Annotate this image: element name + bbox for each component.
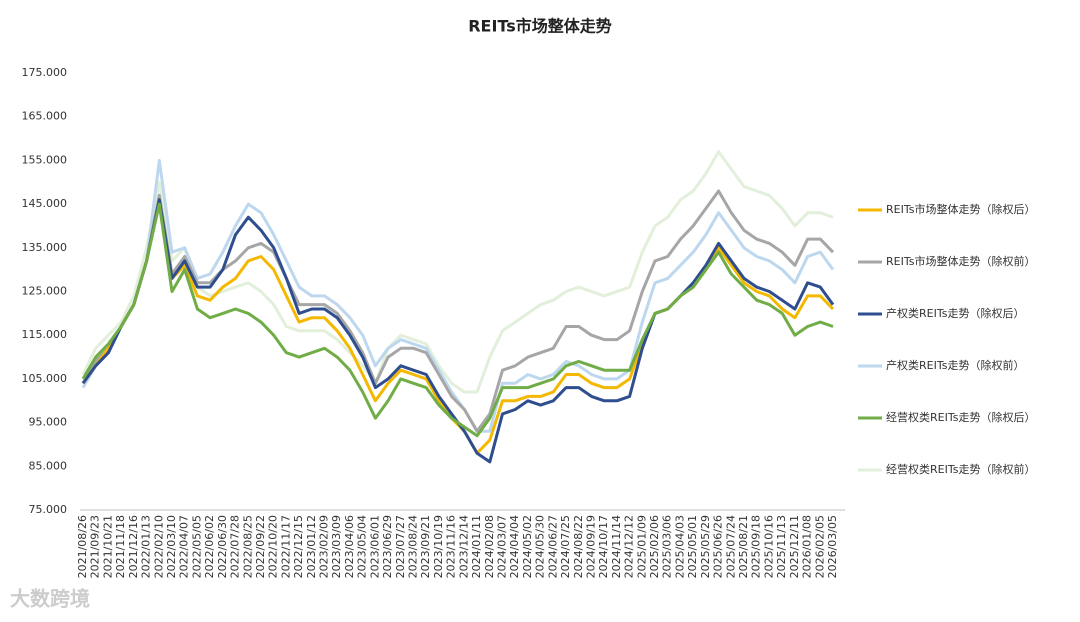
x-tick-label: 2025/10/16 — [762, 515, 775, 578]
x-tick-label: 2022/11/17 — [279, 515, 292, 578]
watermark: 大数跨境 — [10, 587, 90, 611]
x-tick-label: 2021/12/16 — [127, 515, 140, 578]
x-tick-label: 2022/06/02 — [203, 515, 216, 578]
x-tick-label: 2022/02/10 — [152, 515, 165, 578]
x-tick-label: 2025/06/26 — [712, 515, 725, 578]
x-tick-label: 2022/08/25 — [241, 515, 254, 578]
x-tick-label: 2025/03/06 — [661, 515, 674, 578]
y-tick-label: 165.000 — [22, 110, 68, 123]
x-tick-label: 2021/10/21 — [101, 515, 114, 578]
x-tick-label: 2023/06/01 — [368, 515, 381, 578]
x-tick-label: 2024/12/12 — [623, 515, 636, 578]
x-tick-label: 2025/05/01 — [686, 515, 699, 578]
x-tick-label: 2024/02/08 — [483, 515, 496, 578]
x-tick-label: 2025/12/11 — [788, 515, 801, 578]
x-tick-label: 2023/05/04 — [356, 515, 369, 578]
y-tick-label: 145.000 — [22, 197, 68, 210]
x-tick-label: 2023/12/14 — [457, 515, 470, 578]
y-tick-label: 115.000 — [22, 328, 68, 341]
y-tick-label: 95.000 — [29, 416, 68, 429]
x-tick-label: 2023/10/19 — [432, 515, 445, 578]
legend-label: 产权类REITs走势（除权后） — [886, 306, 1024, 320]
legend-label: REITs市场整体走势（除权后） — [886, 202, 1035, 216]
y-tick-label: 155.000 — [22, 153, 68, 166]
x-tick-label: 2022/05/05 — [190, 515, 203, 578]
x-tick-label: 2022/07/28 — [229, 515, 242, 578]
y-tick-label: 105.000 — [22, 372, 68, 385]
x-tick-label: 2025/05/29 — [699, 515, 712, 578]
x-tick-label: 2025/09/18 — [750, 515, 763, 578]
x-tick-label: 2024/05/30 — [534, 515, 547, 578]
x-tick-label: 2023/06/29 — [381, 515, 394, 578]
legend-label: 产权类REITs走势（除权前） — [886, 358, 1024, 372]
x-tick-label: 2022/10/20 — [267, 515, 280, 578]
legend-label: REITs市场整体走势（除权前） — [886, 254, 1035, 268]
chart-title: REITs市场整体走势 — [468, 17, 612, 36]
x-tick-label: 2022/01/13 — [140, 515, 153, 578]
x-tick-label: 2026/01/08 — [801, 515, 814, 578]
x-tick-label: 2025/02/06 — [648, 515, 661, 578]
x-tick-label: 2026/03/05 — [826, 515, 839, 578]
x-tick-label: 2024/06/27 — [546, 515, 559, 578]
y-tick-label: 75.000 — [29, 503, 68, 516]
x-tick-label: 2024/10/17 — [597, 515, 610, 578]
x-tick-label: 2025/04/03 — [673, 515, 686, 578]
y-tick-label: 125.000 — [22, 285, 68, 298]
x-tick-label: 2021/09/23 — [89, 515, 102, 578]
x-tick-label: 2023/02/09 — [318, 515, 331, 578]
x-tick-label: 2023/03/09 — [330, 515, 343, 578]
x-tick-label: 2022/04/07 — [178, 515, 191, 578]
x-tick-label: 2026/02/05 — [813, 515, 826, 578]
x-tick-label: 2024/04/04 — [508, 515, 521, 578]
y-tick-label: 85.000 — [29, 459, 68, 472]
series-line — [81, 189, 835, 433]
x-tick-label: 2023/04/06 — [343, 515, 356, 578]
y-tick-label: 175.000 — [22, 66, 68, 79]
x-tick-label: 2024/11/14 — [610, 515, 623, 578]
x-tick-label: 2023/09/21 — [419, 515, 432, 578]
x-tick-label: 2024/08/22 — [572, 515, 585, 578]
legend-label: 经营权类REITs走势（除权前） — [886, 462, 1035, 476]
x-tick-label: 2023/07/27 — [394, 515, 407, 578]
x-tick-label: 2025/01/09 — [635, 515, 648, 578]
legend-label: 经营权类REITs走势（除权后） — [886, 410, 1035, 424]
x-tick-label: 2021/11/18 — [114, 515, 127, 578]
x-tick-label: 2024/05/02 — [521, 515, 534, 578]
x-tick-label: 2022/03/10 — [165, 515, 178, 578]
series-line — [81, 158, 835, 433]
x-tick-label: 2025/07/24 — [724, 515, 737, 578]
x-tick-label: 2024/09/19 — [584, 515, 597, 578]
x-tick-label: 2022/12/15 — [292, 515, 305, 578]
x-tick-label: 2022/09/22 — [254, 515, 267, 578]
x-tick-label: 2025/08/21 — [737, 515, 750, 578]
x-tick-label: 2024/07/25 — [559, 515, 572, 578]
series-line — [81, 202, 834, 438]
y-tick-label: 135.000 — [22, 241, 68, 254]
x-tick-label: 2021/08/26 — [76, 515, 89, 578]
series-line — [81, 150, 834, 394]
x-tick-label: 2025/11/13 — [775, 515, 788, 578]
x-tick-label: 2023/01/12 — [305, 515, 318, 578]
x-tick-label: 2022/06/30 — [216, 515, 229, 578]
x-tick-label: 2024/01/11 — [470, 515, 483, 578]
x-tick-label: 2024/03/07 — [495, 515, 508, 578]
x-tick-label: 2023/11/16 — [445, 515, 458, 578]
x-tick-label: 2023/08/24 — [407, 515, 420, 578]
